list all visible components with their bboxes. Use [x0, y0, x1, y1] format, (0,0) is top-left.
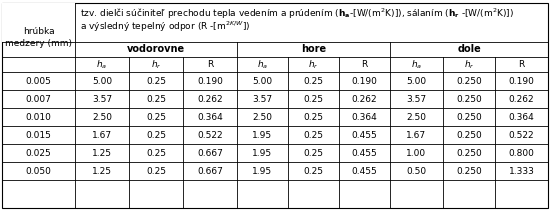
Text: $h_r$: $h_r$ — [308, 58, 319, 71]
Text: 0.010: 0.010 — [25, 113, 52, 122]
Text: 0.364: 0.364 — [351, 113, 377, 122]
Text: 0.364: 0.364 — [197, 113, 223, 122]
Text: 0.050: 0.050 — [25, 167, 52, 176]
Text: 0.25: 0.25 — [304, 94, 323, 104]
Text: 1.333: 1.333 — [509, 167, 535, 176]
Text: 0.25: 0.25 — [304, 167, 323, 176]
Text: 0.455: 0.455 — [351, 130, 377, 139]
Text: 2.50: 2.50 — [406, 113, 426, 122]
Text: 0.25: 0.25 — [146, 130, 166, 139]
Text: 0.025: 0.025 — [26, 148, 51, 158]
Text: 0.250: 0.250 — [456, 113, 482, 122]
Text: 1.25: 1.25 — [92, 167, 112, 176]
Text: 0.522: 0.522 — [197, 130, 223, 139]
Text: $h_r$: $h_r$ — [151, 58, 161, 71]
Text: 5.00: 5.00 — [252, 76, 273, 85]
Text: 0.250: 0.250 — [456, 148, 482, 158]
Text: 0.455: 0.455 — [351, 167, 377, 176]
Text: 2.50: 2.50 — [92, 113, 112, 122]
Text: $h_r$: $h_r$ — [464, 58, 474, 71]
Text: 0.005: 0.005 — [25, 76, 52, 85]
Text: 0.250: 0.250 — [456, 130, 482, 139]
Text: 5.00: 5.00 — [406, 76, 426, 85]
Text: 1.67: 1.67 — [406, 130, 426, 139]
Text: 0.25: 0.25 — [146, 94, 166, 104]
Text: 0.667: 0.667 — [197, 148, 223, 158]
Text: hrúbka
medzery (mm): hrúbka medzery (mm) — [5, 27, 72, 48]
Text: 0.50: 0.50 — [406, 167, 426, 176]
Text: 0.25: 0.25 — [304, 113, 323, 122]
Text: 1.95: 1.95 — [252, 148, 273, 158]
Text: $h_a$: $h_a$ — [96, 58, 108, 71]
Text: 1.25: 1.25 — [92, 148, 112, 158]
Text: 0.262: 0.262 — [509, 94, 535, 104]
Text: 0.455: 0.455 — [351, 148, 377, 158]
Text: 0.25: 0.25 — [304, 76, 323, 85]
Text: tzv. dielči súčiniteľ prechodu tepla vedením a prúdením ($\mathbf{h_a}$-[W/(m$^2: tzv. dielči súčiniteľ prechodu tepla ved… — [80, 7, 514, 21]
Text: 0.007: 0.007 — [25, 94, 52, 104]
Text: R: R — [361, 60, 367, 69]
Text: 0.190: 0.190 — [351, 76, 377, 85]
Text: 3.57: 3.57 — [92, 94, 112, 104]
Text: 3.57: 3.57 — [406, 94, 426, 104]
Text: 0.25: 0.25 — [146, 76, 166, 85]
Text: 0.364: 0.364 — [509, 113, 535, 122]
Text: R: R — [519, 60, 525, 69]
Text: 0.667: 0.667 — [197, 167, 223, 176]
Text: 3.57: 3.57 — [252, 94, 273, 104]
Text: 2.50: 2.50 — [252, 113, 272, 122]
Text: $h_a$: $h_a$ — [411, 58, 422, 71]
Text: 0.25: 0.25 — [146, 148, 166, 158]
Text: 1.95: 1.95 — [252, 167, 273, 176]
Text: 0.250: 0.250 — [456, 76, 482, 85]
Text: a výsledný tepelný odpor (R -[m$^{2K/W}$]): a výsledný tepelný odpor (R -[m$^{2K/W}$… — [80, 20, 250, 34]
Text: 0.262: 0.262 — [197, 94, 223, 104]
Text: 1.67: 1.67 — [92, 130, 112, 139]
Text: 0.015: 0.015 — [25, 130, 52, 139]
Text: 0.522: 0.522 — [509, 130, 535, 139]
Text: 0.190: 0.190 — [509, 76, 535, 85]
Text: 0.250: 0.250 — [456, 94, 482, 104]
Text: 0.190: 0.190 — [197, 76, 223, 85]
Text: 0.25: 0.25 — [146, 167, 166, 176]
Text: 0.800: 0.800 — [509, 148, 535, 158]
Text: 0.25: 0.25 — [304, 130, 323, 139]
Text: dole: dole — [457, 45, 481, 55]
Text: 1.95: 1.95 — [252, 130, 273, 139]
Text: 0.262: 0.262 — [351, 94, 377, 104]
Text: R: R — [207, 60, 213, 69]
Text: 0.25: 0.25 — [304, 148, 323, 158]
Text: 5.00: 5.00 — [92, 76, 112, 85]
Text: 1.00: 1.00 — [406, 148, 426, 158]
Text: hore: hore — [301, 45, 326, 55]
Text: $h_a$: $h_a$ — [257, 58, 268, 71]
Text: vodorovne: vodorovne — [127, 45, 185, 55]
Bar — [2, 3, 75, 42]
Text: 0.25: 0.25 — [146, 113, 166, 122]
Text: 0.250: 0.250 — [456, 167, 482, 176]
